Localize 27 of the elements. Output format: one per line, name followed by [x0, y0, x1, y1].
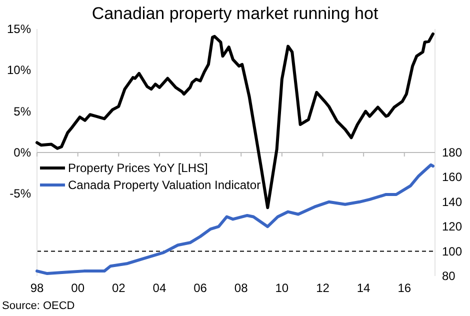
y2-tick-label: 160: [442, 170, 462, 184]
x-tick-label: 08: [234, 281, 248, 295]
y2-tick-label: 80: [442, 269, 456, 283]
x-tick-label: 10: [275, 281, 289, 295]
y-tick-label: 0%: [14, 146, 32, 160]
x-tick-label: 16: [398, 281, 412, 295]
y2-tick-label: 180: [442, 146, 462, 160]
line-series: [36, 163, 434, 276]
y-tick-label: 10%: [6, 63, 32, 78]
line-series: [36, 32, 434, 210]
y-tick-label: 15%: [6, 22, 32, 36]
legend-label: Property Prices YoY [LHS]: [68, 161, 208, 175]
y2-tick-label: 140: [442, 194, 462, 209]
x-tick-label: 00: [71, 281, 85, 295]
x-tick-label: 02: [112, 281, 126, 295]
x-tick-label: 12: [316, 281, 330, 295]
x-tick-label: 14: [356, 281, 371, 295]
y2-tick-label: 100: [442, 244, 462, 258]
legend-label: Canada Property Valuation Indicator: [68, 178, 261, 192]
source-note: Source: OECD: [2, 300, 75, 312]
y2-tick-label: 120: [442, 220, 462, 234]
y-tick-label: 5%: [14, 104, 32, 118]
x-tick-label: 06: [194, 281, 208, 295]
x-tick-label: 98: [30, 281, 44, 295]
y-tick-label: -5%: [10, 186, 32, 201]
chart-title: Canadian property market running hot: [92, 4, 378, 23]
x-tick-label: 04: [152, 281, 166, 295]
